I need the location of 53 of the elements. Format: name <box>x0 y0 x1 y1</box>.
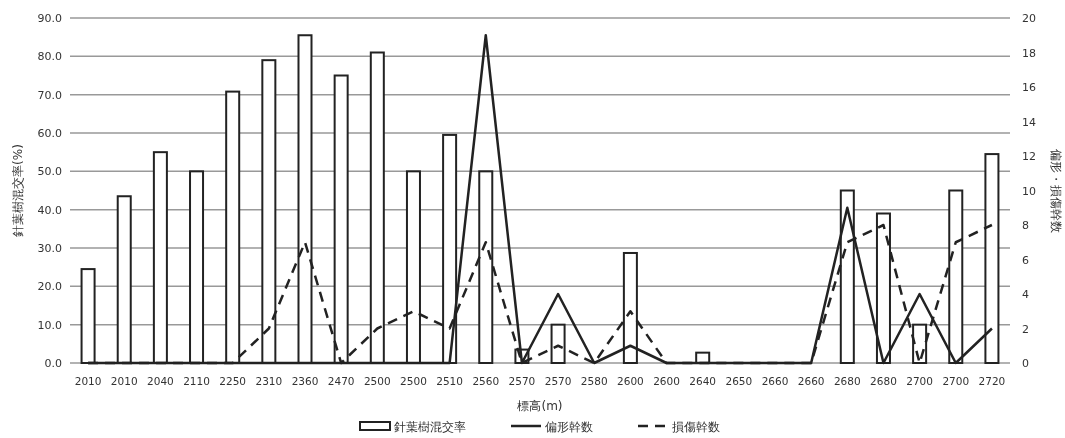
legend-label: 損傷幹数 <box>672 420 720 434</box>
x-tick-label: 2580 <box>580 375 608 387</box>
x-tick-label: 2640 <box>689 375 717 387</box>
y-axis-title: 針葉樹混交率(%) <box>11 144 25 237</box>
x-axis-title: 標高(m) <box>517 399 563 413</box>
y2-tick-label: 14 <box>1022 115 1036 129</box>
x-tick-label: 2700 <box>906 375 933 387</box>
x-tick-label: 2010 <box>74 375 102 387</box>
y2-tick-label: 10 <box>1022 184 1036 198</box>
y-tick-label: 60.0 <box>37 127 62 140</box>
x-tick-label: 2500 <box>363 375 391 387</box>
x-tick-label: 2250 <box>219 375 247 387</box>
legend-label: 偏形幹数 <box>545 420 593 434</box>
y2-tick-label: 6 <box>1022 253 1029 267</box>
x-tick-label: 2680 <box>833 375 861 387</box>
y2-axis-title: 偏形・損傷幹数 <box>1049 148 1063 233</box>
x-tick-label: 2700 <box>942 375 970 387</box>
y2-tick-label: 20 <box>1022 12 1036 25</box>
x-tick-label: 2360 <box>291 375 319 387</box>
y-tick-label: 90.0 <box>37 12 62 25</box>
x-tick-label: 2110 <box>183 375 210 387</box>
x-tick-label: 2510 <box>436 375 463 387</box>
x-tick-label: 2010 <box>110 375 138 387</box>
x-tick-label: 2560 <box>472 375 500 387</box>
x-tick-label: 2650 <box>725 375 753 387</box>
x-tick-label: 2470 <box>327 375 355 387</box>
x-tick-label: 2680 <box>870 375 897 387</box>
y2-tick-label: 2 <box>1022 322 1029 336</box>
x-tick-label: 2040 <box>147 375 174 387</box>
x-tick-label: 2600 <box>617 375 644 387</box>
y-tick-label: 0.0 <box>44 357 62 370</box>
x-tick-label: 2310 <box>255 375 283 387</box>
x-tick-label: 2570 <box>508 375 536 387</box>
y-tick-label: 30.0 <box>37 242 62 255</box>
y-tick-label: 40.0 <box>37 203 62 217</box>
y2-tick-label: 16 <box>1022 81 1036 94</box>
y-tick-label: 50.0 <box>37 165 62 179</box>
x-tick-label: 2660 <box>761 375 789 387</box>
y-tick-label: 70.0 <box>37 88 62 102</box>
y2-tick-label: 4 <box>1022 288 1029 301</box>
x-tick-label: 2570 <box>544 375 572 387</box>
y-tick-label: 10.0 <box>37 318 62 332</box>
x-tick-label: 2500 <box>400 375 427 387</box>
y-tick-label: 80.0 <box>37 50 62 64</box>
x-tick-label: 2600 <box>653 375 680 387</box>
y2-tick-label: 0 <box>1022 357 1029 370</box>
x-tick-label: 2660 <box>797 375 825 387</box>
x-tick-label: 2720 <box>978 375 1006 387</box>
y2-tick-label: 18 <box>1022 46 1036 60</box>
legend-label: 針葉樹混交率 <box>394 420 466 434</box>
y2-tick-label: 8 <box>1022 219 1029 232</box>
y2-tick-label: 12 <box>1022 150 1036 163</box>
y-tick-label: 20.0 <box>37 280 62 294</box>
